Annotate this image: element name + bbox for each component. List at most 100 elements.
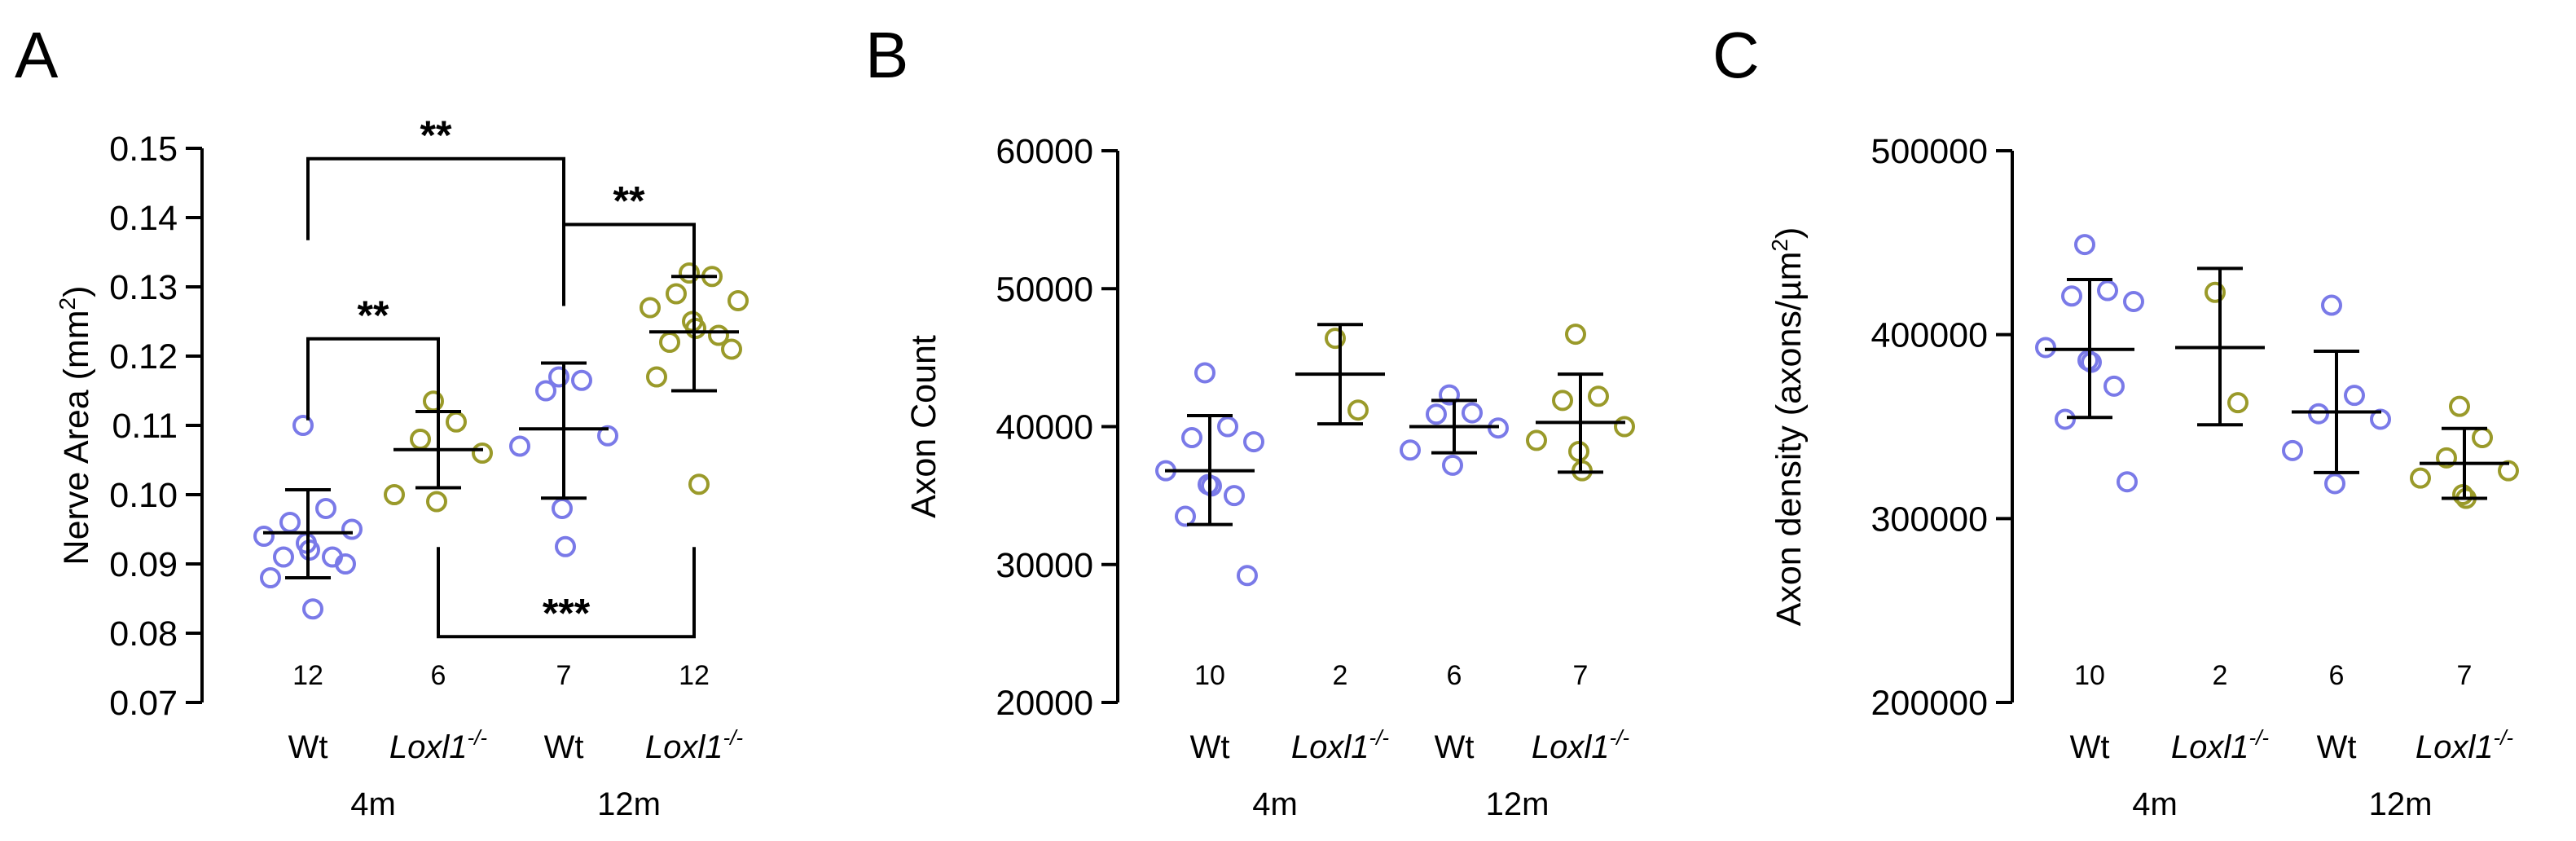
y-tick-label: 0.11 — [112, 407, 178, 446]
y-axis-label-text: Axon density (axons/µm — [1769, 252, 1809, 627]
data-point — [2436, 447, 2457, 469]
data-point — [1237, 565, 1258, 587]
y-axis-label: Nerve Area (mm2) — [55, 286, 96, 566]
data-point — [2321, 294, 2342, 316]
data-point — [1347, 399, 1369, 421]
data-point — [2205, 281, 2226, 303]
panel-c: C 200000 300000 400000 500000 Axon density (a… — [1712, 19, 2519, 822]
x-tick-label: Wt — [288, 729, 328, 765]
data-point — [1325, 328, 1346, 350]
x-tick-label-text: Loxl1 — [645, 729, 723, 765]
series-2: 6 Wt — [2282, 294, 2391, 765]
x-tick-label: Loxl1-/- — [389, 725, 488, 765]
n-label: 10 — [2074, 660, 2105, 691]
data-point — [1181, 427, 1202, 449]
data-point — [2282, 439, 2303, 461]
panel-letter: A — [15, 19, 59, 91]
n-label: 7 — [2457, 660, 2473, 691]
n-label: 7 — [556, 660, 572, 691]
n-label: 7 — [1573, 660, 1589, 691]
y-tick-label: 0.09 — [109, 545, 178, 584]
data-point — [302, 598, 323, 620]
panel-b: B 20000 30000 40000 50000 60000 Axon Count 10 Wt… — [865, 19, 1635, 822]
series-3: 12 Loxl1-/- — [640, 262, 749, 765]
data-point — [688, 473, 710, 495]
x-tick-label: Loxl1-/- — [645, 725, 744, 765]
group-label: 4m — [350, 786, 396, 822]
data-point — [2449, 395, 2470, 417]
n-label: 10 — [1194, 660, 1225, 691]
data-point — [1462, 402, 1483, 424]
data-point — [2074, 234, 2095, 256]
y-axis-label: Axon Count — [904, 335, 943, 518]
data-point — [552, 498, 573, 519]
n-label: 12 — [679, 660, 710, 691]
data-point — [721, 338, 742, 360]
series-3: 7 Loxl1-/- — [1526, 324, 1635, 765]
series-2: 7 Wt — [509, 361, 618, 765]
data-point — [410, 429, 431, 450]
x-tick-label-text: Wt — [1435, 729, 1475, 765]
data-point — [646, 366, 667, 388]
data-point — [446, 411, 467, 433]
x-tick-label-text: Loxl1 — [2171, 729, 2249, 765]
n-label: 6 — [2329, 660, 2345, 691]
y-axis-label-end: ) — [57, 286, 96, 297]
x-tick-label-text: Wt — [2317, 729, 2357, 765]
x-tick-label: Wt — [2070, 729, 2110, 765]
data-point — [597, 425, 618, 447]
data-point — [555, 535, 576, 557]
y-tick-label: 0.12 — [109, 337, 178, 376]
series-0: 12 Wt — [253, 415, 363, 765]
data-point — [260, 567, 281, 588]
x-tick-label: Wt — [2317, 729, 2357, 765]
y-tick-label: 50000 — [996, 270, 1093, 309]
y-axis-label-text: Nerve Area (mm — [57, 310, 96, 565]
data-point — [1400, 439, 1421, 461]
significance-bracket: ** — [306, 112, 565, 240]
significance-bracket: ** — [306, 293, 440, 420]
significance-stars: *** — [543, 590, 591, 636]
data-point — [2123, 291, 2144, 313]
x-tick-label: Wt — [1190, 729, 1230, 765]
x-tick-label: Loxl1-/- — [1532, 725, 1630, 765]
n-label: 2 — [2213, 660, 2228, 691]
x-tick-label-text: Wt — [544, 729, 584, 765]
group-label: 12m — [1486, 786, 1550, 822]
data-point — [1588, 385, 1609, 407]
x-tick-label-text: Wt — [1190, 729, 1230, 765]
data-point — [1552, 390, 1573, 412]
significance-bracket: ** — [562, 178, 696, 306]
data-point — [571, 369, 592, 391]
data-point — [1526, 429, 1547, 451]
y-tick-label: 40000 — [996, 408, 1093, 447]
data-point — [1217, 416, 1238, 438]
panel-letter: C — [1712, 19, 1760, 91]
data-point — [548, 366, 569, 388]
series-3: 7 Loxl1-/- — [2410, 395, 2519, 765]
data-point — [640, 297, 661, 319]
data-point — [728, 290, 749, 311]
data-point — [384, 484, 405, 505]
data-point — [335, 553, 356, 575]
significance-stars: ** — [613, 178, 645, 224]
data-point — [1194, 362, 1215, 384]
series-1: 2 Loxl1-/- — [2171, 266, 2269, 765]
data-point — [341, 518, 363, 540]
n-label: 12 — [292, 660, 323, 691]
data-point — [2117, 471, 2138, 493]
significance-stars: ** — [420, 112, 452, 158]
x-tick-label-text: Loxl1 — [2416, 729, 2494, 765]
x-tick-label-text: Loxl1 — [389, 729, 468, 765]
data-point — [2035, 337, 2056, 359]
y-axis-label: Axon density (axons/µm2) — [1767, 227, 1809, 627]
n-label: 2 — [1333, 660, 1348, 691]
data-point — [659, 332, 680, 353]
y-tick-label: 0.15 — [109, 130, 178, 169]
x-tick-label-sup: -/- — [2494, 725, 2514, 750]
series-2: 6 Wt — [1400, 384, 1509, 765]
data-point — [2410, 467, 2431, 489]
data-point — [1442, 454, 1463, 476]
data-point — [2324, 473, 2345, 495]
